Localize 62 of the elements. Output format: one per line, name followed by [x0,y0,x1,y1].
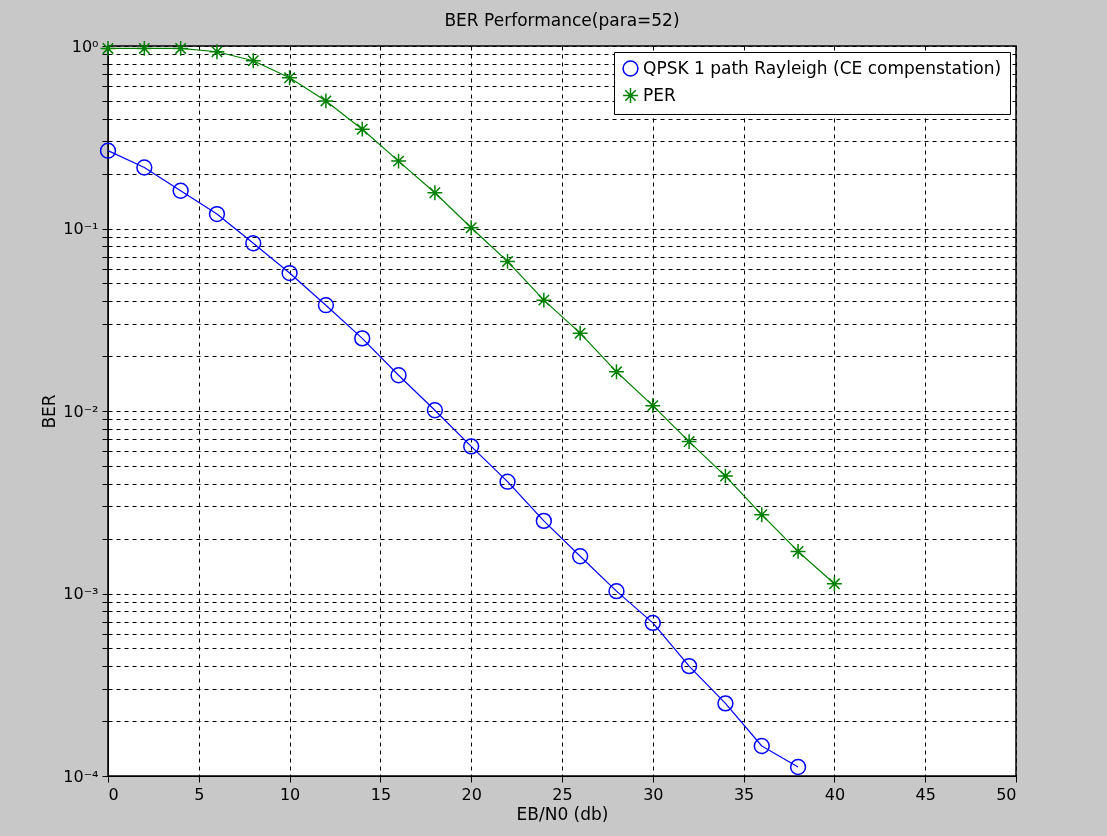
y-tick-label: 10⁰ [71,36,99,56]
point [463,219,480,236]
point [826,575,843,592]
point [608,363,625,380]
point [172,182,189,199]
point [426,402,444,419]
point [390,152,407,170]
point [680,657,698,675]
point [281,69,298,86]
point [136,40,153,57]
x-tick-label: 30 [643,784,664,804]
point [680,433,698,450]
point [390,367,407,384]
y-tick-label: 10⁻⁴ [63,766,99,786]
point [753,506,770,523]
point [717,467,734,485]
point [717,695,734,712]
point [499,473,516,490]
point [172,40,189,57]
point [354,121,371,138]
point [245,52,262,69]
point [535,512,553,530]
point [753,737,770,755]
point [354,330,371,347]
point [245,235,262,252]
y-tick-label: 10⁻¹ [63,219,99,238]
x-tick-label: 20 [461,784,482,804]
point [535,291,553,309]
x-tick-label: 50 [996,784,1017,804]
point [99,40,117,57]
legend-label: PER [643,84,676,105]
point [317,297,335,314]
y-tick-label: 10⁻³ [63,584,99,603]
point [281,264,298,282]
x-tick-label: 40 [824,784,846,804]
x-tick-label: 0 [108,784,119,804]
point [789,543,807,560]
point [426,184,444,201]
point [608,583,625,600]
x-axis-title: EB/N0 (db) [516,803,609,824]
x-tick-label: 45 [915,784,936,804]
point [571,548,589,565]
x-tick-label: 25 [552,784,573,804]
point [644,397,661,414]
point [136,159,153,176]
point [208,205,226,223]
y-axis-title: BER [39,394,60,429]
point [571,325,589,342]
point [99,142,117,159]
x-tick-label: 35 [733,784,755,804]
chart-title: BER Performance(para=52) [444,10,680,30]
point [644,614,661,632]
point [463,438,480,455]
y-tick-label: 10⁻² [63,401,99,421]
x-tick-label: 15 [370,784,392,804]
point [208,43,226,60]
legend-label: QPSK 1 path Rayleigh (CE compenstation) [643,57,1002,78]
point [317,92,335,110]
point [789,758,807,776]
point [499,253,516,270]
x-tick-label: 5 [194,784,205,804]
x-tick-label: 10 [279,784,301,804]
